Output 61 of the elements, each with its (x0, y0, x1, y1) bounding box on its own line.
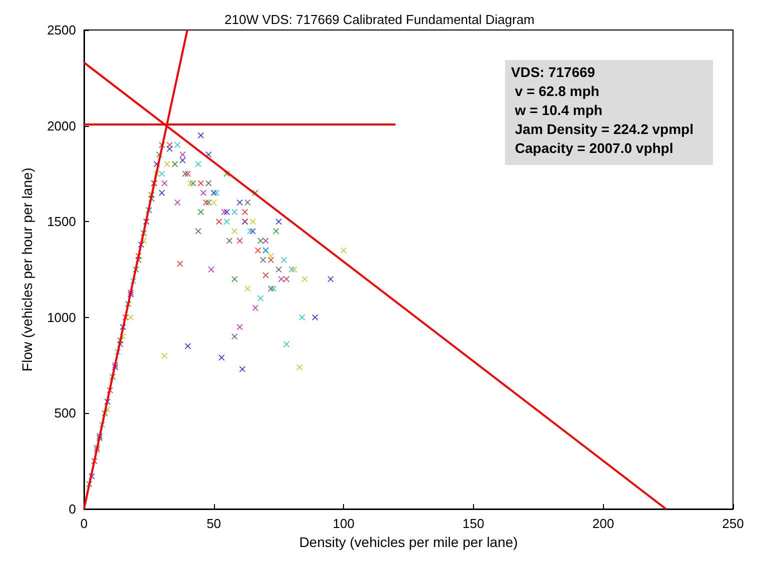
point (328, 276, 334, 282)
annotation: v = 62.8 mph (511, 83, 600, 99)
point (299, 314, 306, 320)
point (172, 161, 178, 168)
point (180, 157, 186, 164)
point (195, 228, 202, 234)
point (247, 228, 254, 234)
point (262, 272, 269, 278)
point (182, 170, 188, 177)
point (184, 343, 191, 350)
y-tick-label: 500 (54, 406, 76, 421)
x-tick-label: 50 (206, 516, 222, 531)
y-tick-label: 1500 (47, 214, 76, 230)
point (239, 366, 246, 372)
point (340, 247, 347, 254)
point (164, 161, 170, 168)
point (174, 199, 180, 206)
point (200, 190, 206, 196)
point (302, 276, 308, 282)
annotation: Capacity = 2007.0 vphpl (511, 140, 674, 156)
point (203, 199, 210, 206)
point (236, 238, 243, 244)
point (268, 253, 274, 260)
point (213, 190, 220, 196)
point (252, 304, 258, 311)
point (232, 334, 238, 340)
point (242, 209, 248, 216)
point (232, 209, 238, 216)
point (198, 132, 204, 138)
y-tick-label: 1000 (47, 310, 76, 325)
point (254, 247, 261, 254)
point (273, 228, 280, 234)
annotation: Jam Density = 224.2 vpmpl (511, 121, 694, 137)
x-tick-label: 150 (462, 516, 484, 531)
point (312, 314, 318, 320)
y-tick-label: 2500 (47, 22, 76, 38)
point (174, 142, 180, 148)
x-tick-label: 0 (80, 516, 88, 531)
x-tick-label: 200 (592, 516, 614, 531)
point (280, 256, 287, 263)
point (166, 146, 173, 152)
y-axis-title: Flow (vehicles per hour per lane) (19, 168, 35, 372)
y-tick-label: 2000 (47, 118, 76, 134)
x-tick-label: 100 (332, 516, 354, 531)
point (260, 256, 266, 263)
point (218, 354, 225, 361)
point (216, 218, 222, 225)
point (158, 170, 165, 177)
point (262, 238, 269, 244)
annotation: w = 10.4 mph (511, 102, 602, 118)
x-axis-title: Density (vehicles per mile per lane) (299, 534, 518, 550)
point (232, 276, 238, 282)
point (283, 276, 290, 282)
x-tick-label: 250 (722, 516, 744, 531)
annotation: VDS: 717669 (511, 64, 596, 80)
point (158, 190, 165, 196)
y-tick-label: 0 (68, 502, 76, 516)
point (198, 180, 204, 186)
chart-title: 210W VDS: 717669 Calibrated Fundamental Diagram (224, 12, 535, 27)
point (244, 199, 251, 206)
point (268, 286, 274, 292)
